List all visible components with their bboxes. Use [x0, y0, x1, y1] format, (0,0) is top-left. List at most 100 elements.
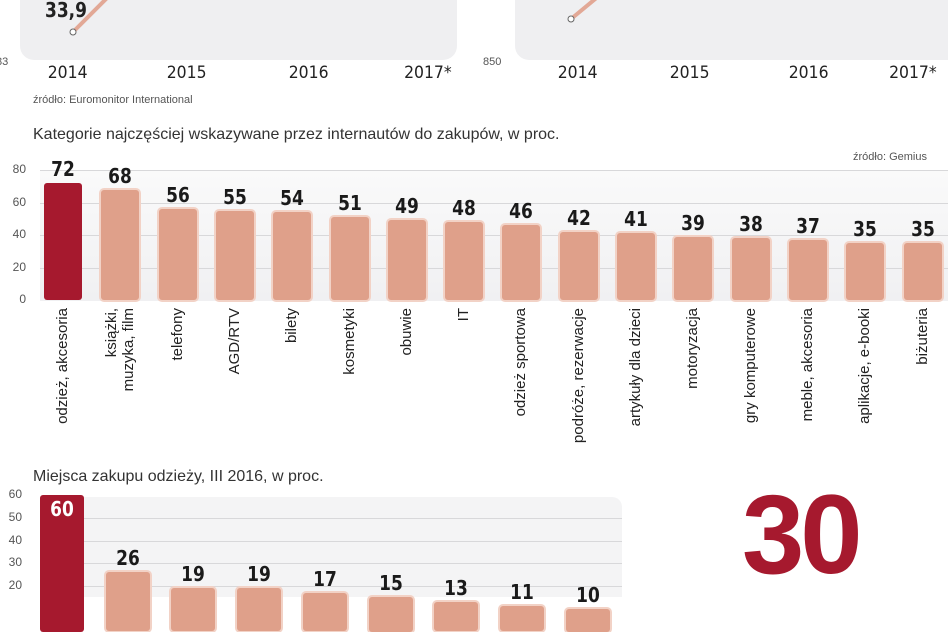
category-label: książki, muzyka, film: [103, 308, 138, 392]
data-label: 56: [165, 183, 190, 207]
top-year-label: 2014: [557, 63, 598, 83]
y-tick-label: 40: [8, 532, 22, 547]
top-year-label: 2016: [288, 63, 329, 83]
bar: [502, 225, 541, 300]
categories-chart-source: źródło: Gemius: [853, 151, 927, 163]
top-lines: [69, 0, 598, 36]
top-year-label: 2017*: [889, 63, 937, 83]
category-label: podróże, rezerwacje: [569, 308, 587, 444]
bar: [44, 183, 82, 300]
category-label: aplikacje, e-booki: [856, 308, 874, 424]
top-right-line: [569, 0, 598, 21]
data-label: 54: [280, 186, 305, 211]
data-label: 55: [223, 184, 247, 209]
top-right-point: [567, 15, 575, 23]
bar: [330, 217, 369, 300]
category-label: bilety: [283, 308, 301, 344]
bar: [368, 597, 413, 632]
category-label: motoryzacja: [684, 308, 702, 389]
category-label: AGD/RTV: [225, 308, 243, 375]
data-label: 48: [452, 196, 476, 220]
data-label: 72: [51, 157, 75, 181]
gridline: [40, 267, 948, 269]
top-left-point: [69, 28, 77, 36]
data-label: 38: [738, 212, 763, 237]
big-number: 30: [742, 472, 863, 597]
data-label: 41: [624, 207, 648, 232]
gridline: [40, 540, 622, 542]
category-label: artykuły dla dzieci: [627, 308, 644, 427]
category-label: obuwie: [397, 308, 415, 356]
top-year-label: 2017*: [404, 63, 452, 83]
bar: [101, 189, 140, 300]
bar: [903, 243, 942, 300]
bar: [731, 238, 770, 300]
data-label: 17: [312, 566, 337, 591]
category-label: meble, akcesoria: [798, 308, 816, 422]
bar: [273, 212, 312, 300]
y-tick-label: 20: [12, 259, 26, 274]
y-tick-label: 40: [12, 227, 26, 241]
top-right-chart-panel: [515, 0, 948, 60]
top-year-label: 2015: [166, 63, 207, 83]
data-label: 51: [337, 191, 362, 216]
category-label: gry komputerowe: [741, 308, 759, 424]
y-tick-label: 60: [12, 194, 26, 209]
bar: [674, 236, 713, 300]
bar: [617, 233, 655, 300]
bar: [237, 588, 282, 632]
top-year-label: 2016: [788, 63, 829, 83]
category-label: kosmetyki: [340, 308, 358, 375]
clothing-chart-title: Miejsca zakupu odzieży, III 2016, w proc…: [33, 468, 324, 485]
data-label: 35: [853, 217, 878, 242]
category-label: IT: [455, 308, 473, 322]
y-tick-label: 60: [8, 487, 22, 501]
top-right-axis-label: 850: [483, 56, 502, 68]
gridline: [40, 235, 948, 236]
top-source: źródło: Euromonitor International: [33, 94, 193, 106]
top-year-label: 2015: [669, 63, 710, 83]
category-label: odzież sportowa: [512, 308, 530, 417]
data-label: 10: [575, 582, 600, 607]
data-label: 26: [115, 546, 140, 571]
data-label: 68: [108, 163, 133, 188]
gridline: [40, 563, 622, 565]
bar: [499, 606, 544, 632]
category-label: telefony: [168, 308, 186, 361]
data-label: 11: [510, 580, 534, 605]
bar: [171, 588, 216, 632]
top-left-value-label: 33,9: [45, 0, 87, 22]
y-tick-label: 20: [8, 578, 22, 592]
data-label: 37: [796, 213, 820, 238]
gridline: [40, 170, 948, 171]
bar: [215, 210, 254, 300]
data-label: 15: [378, 571, 403, 596]
y-tick-label: 50: [8, 509, 22, 524]
data-label: 39: [681, 210, 706, 235]
gridline: [40, 202, 948, 204]
y-tick-label: 80: [12, 162, 26, 176]
data-label: 19: [181, 562, 206, 587]
data-label: 42: [566, 205, 591, 230]
data-label: 35: [910, 217, 935, 242]
data-label: 13: [444, 575, 469, 600]
bar: [158, 209, 197, 300]
data-label: 49: [394, 194, 419, 219]
category-label: odzież, akcesoria: [54, 308, 71, 424]
data-label: 60: [50, 497, 74, 521]
bar: [559, 231, 598, 300]
top-left-line: [71, 0, 108, 34]
y-tick-label: 0: [19, 292, 26, 306]
bar: [302, 592, 347, 632]
top-year-label: 2014: [47, 63, 88, 83]
top-left-axis-label: 83: [0, 56, 9, 68]
data-label: 19: [247, 562, 271, 587]
bar: [565, 608, 610, 632]
bar: [445, 222, 484, 300]
bar: [846, 243, 885, 300]
data-label: 46: [509, 199, 534, 224]
y-tick-label: 30: [8, 555, 22, 570]
bar: [434, 601, 479, 632]
bar: [788, 239, 827, 300]
bar: [105, 572, 150, 632]
